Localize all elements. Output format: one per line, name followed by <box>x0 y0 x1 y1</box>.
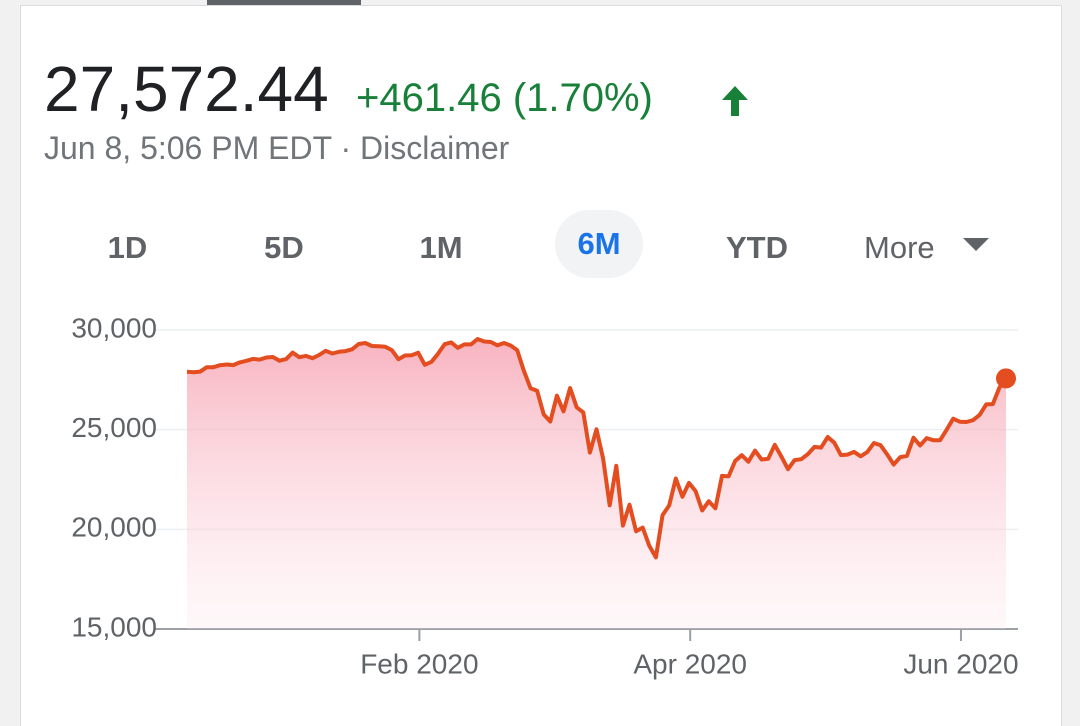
timestamp: Jun 8, 5:06 PM EDT <box>44 130 332 166</box>
tab-label: YTD <box>726 230 788 265</box>
separator: · <box>340 130 352 166</box>
range-tab[interactable]: 1D <box>90 225 165 271</box>
dropdown-caret <box>963 238 989 251</box>
line <box>186 337 1008 560</box>
up-arrow <box>722 86 748 116</box>
timestamp-line: Jun 8, 5:06 PM EDT · Disclaimer <box>44 130 509 167</box>
range-tab[interactable]: 1M <box>400 225 482 271</box>
y-tick-label: 25,000 <box>71 412 157 443</box>
disclaimer-link[interactable]: Disclaimer <box>359 130 510 166</box>
tab-label: 5D <box>264 230 304 265</box>
range-tab[interactable]: 5D <box>245 225 323 271</box>
range-tab[interactable]: 6M <box>555 210 643 278</box>
area <box>187 339 1006 629</box>
tab-label: 6M <box>577 226 621 261</box>
y-tick-label: 20,000 <box>71 512 157 543</box>
tab-label: 1D <box>107 230 148 265</box>
range-tab[interactable]: YTD <box>712 225 802 271</box>
chart: 15,000 20,000 25,000 30,000 Feb 2020 Apr 2020… <box>71 312 1018 679</box>
top-tab <box>207 0 361 5</box>
y-tick-label: 15,000 <box>71 611 157 642</box>
tab-label: More <box>864 230 935 265</box>
last-point <box>996 368 1016 389</box>
tab-label: 1M <box>419 230 463 265</box>
x-tick-label: Feb 2020 <box>360 648 478 679</box>
x-tick-label: Jun 2020 <box>903 648 1018 679</box>
price: 27,572.44 <box>44 53 329 125</box>
y-tick-label: 30,000 <box>71 312 157 343</box>
price-change: +461.46 (1.70%) <box>356 76 653 120</box>
page: {"header": {"price": "27,572.44", "chang… <box>20 0 1062 726</box>
x-tick-label: Apr 2020 <box>633 648 747 679</box>
range-tab[interactable]: More <box>864 225 1014 271</box>
